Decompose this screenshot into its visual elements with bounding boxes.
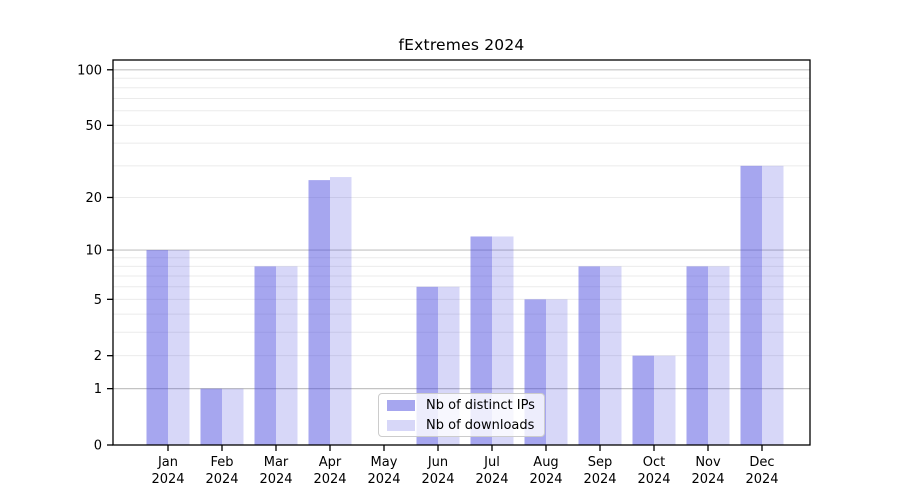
bar-sep-series1 [600,266,622,445]
bar-jul-series0 [470,236,492,445]
legend-label-downloads: Nb of downloads [426,417,535,433]
bar-jul-series1 [492,236,514,445]
bar-feb-series1 [222,388,244,445]
x-tick-year-apr: 2024 [313,472,346,487]
legend-label-distinct-ips: Nb of distinct IPs [426,397,535,413]
x-tick-month-mar: Mar [264,455,289,470]
x-tick-year-nov: 2024 [691,472,724,487]
y-tick-label-2: 2 [94,349,102,364]
legend-row-distinct-ips: Nb of distinct IPs [387,398,538,413]
x-tick-month-jan: Jan [157,455,178,470]
y-tick-label-100: 100 [77,63,102,78]
bar-feb-series0 [200,388,222,445]
x-tick-year-dec: 2024 [745,472,778,487]
bar-sep-series0 [578,266,600,445]
bar-mar-series0 [254,266,276,445]
bar-dec-series1 [762,165,784,446]
bar-nov-series0 [686,266,708,445]
legend: Nb of distinct IPs Nb of downloads [378,393,545,437]
x-tick-year-jul: 2024 [475,472,508,487]
x-tick-month-nov: Nov [695,455,721,470]
x-tick-year-aug: 2024 [529,472,562,487]
legend-row-downloads: Nb of downloads [387,418,538,433]
x-tick-year-jun: 2024 [421,472,454,487]
x-tick-month-may: May [371,455,398,470]
x-tick-month-jun: Jun [427,455,448,470]
y-tick-label-50: 50 [85,119,102,134]
x-tick-year-oct: 2024 [637,472,670,487]
x-tick-month-sep: Sep [588,455,613,470]
x-tick-year-jan: 2024 [151,472,184,487]
bar-aug-series1 [546,299,568,445]
x-tick-year-may: 2024 [367,472,400,487]
y-tick-label-20: 20 [85,191,102,206]
bar-jan-series1 [168,250,190,445]
bar-oct-series1 [654,355,676,445]
x-tick-month-apr: Apr [319,455,342,470]
y-tick-label-0: 0 [94,439,102,454]
x-tick-month-aug: Aug [533,455,558,470]
y-tick-label-5: 5 [94,293,102,308]
bar-apr-series1 [330,177,352,445]
x-tick-year-feb: 2024 [205,472,238,487]
bar-dec-series0 [740,165,762,446]
x-tick-month-jul: Jul [483,455,500,470]
bar-apr-series0 [308,180,330,445]
y-tick-label-10: 10 [85,244,102,259]
x-tick-year-sep: 2024 [583,472,616,487]
bar-oct-series0 [632,355,654,445]
x-tick-month-dec: Dec [749,455,774,470]
chart-title: fExtremes 2024 [398,36,525,54]
legend-swatch-downloads [387,419,415,431]
bar-jan-series0 [146,250,168,445]
x-tick-year-mar: 2024 [259,472,292,487]
x-tick-month-oct: Oct [643,455,665,470]
y-tick-label-1: 1 [94,382,102,397]
bar-mar-series1 [276,266,298,445]
legend-swatch-distinct-ips [387,399,415,411]
x-tick-month-feb: Feb [210,455,233,470]
bar-nov-series1 [708,266,730,445]
